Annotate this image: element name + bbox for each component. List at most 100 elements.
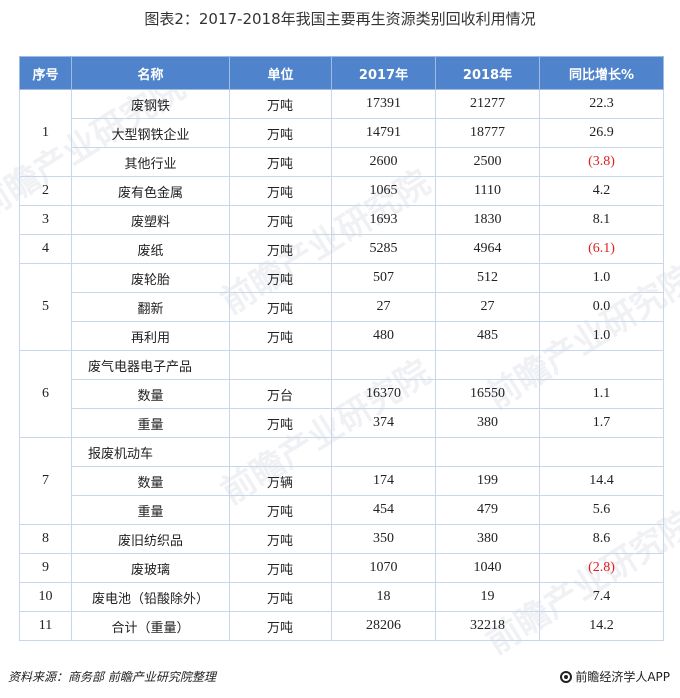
value-2018: 485: [435, 321, 540, 351]
empty-cell: [229, 350, 332, 380]
item-group-name: 报废机动车: [71, 437, 230, 467]
table-row: 大型钢铁企业 万吨 14791 18777 26.9: [20, 118, 664, 148]
table-row: 数量 万辆 174 199 14.4: [20, 466, 664, 496]
brand-logo-icon: [560, 671, 573, 683]
value-growth: 7.4: [539, 582, 664, 612]
value-2018: 199: [435, 466, 540, 496]
value-growth: 26.9: [539, 118, 664, 148]
empty-cell: [435, 350, 540, 380]
item-unit: 万吨: [229, 176, 332, 206]
table-row: 重量 万吨 374 380 1.7: [20, 408, 664, 438]
brand-label: 前瞻经济学人APP: [560, 667, 670, 687]
value-2018: 512: [435, 263, 540, 293]
row-number: 1: [19, 89, 72, 177]
empty-cell: [331, 437, 436, 467]
table-row-total: 11 合计（重量） 万吨 28206 32218 14.2: [19, 611, 664, 641]
item-name: 重量: [71, 495, 230, 525]
value-2017: 28206: [331, 611, 436, 641]
row-number: 2: [19, 176, 72, 206]
row-number: 5: [19, 263, 72, 351]
table-row: 9 废玻璃 万吨 1070 1040 (2.8): [19, 553, 664, 583]
value-growth: 1.0: [539, 321, 664, 351]
item-name: 废纸: [71, 234, 230, 264]
value-growth: 14.4: [539, 466, 664, 496]
value-growth-negative: (3.8): [539, 147, 664, 177]
item-unit: 万吨: [229, 292, 332, 322]
table-row: 5 废轮胎 万吨 507 512 1.0: [19, 263, 664, 351]
value-2017: 480: [331, 321, 436, 351]
row-number: 10: [19, 582, 72, 612]
item-name: 废有色金属: [71, 176, 230, 206]
value-2017: 1070: [331, 553, 436, 583]
item-unit: 万吨: [229, 495, 332, 525]
value-growth: 4.2: [539, 176, 664, 206]
value-2018: 380: [435, 408, 540, 438]
source-note: 资料来源：商务部 前瞻产业研究院整理: [8, 670, 216, 684]
row-number: 9: [19, 553, 72, 583]
empty-cell: [331, 350, 436, 380]
value-2017: 5285: [331, 234, 436, 264]
item-unit: 万吨: [229, 205, 332, 235]
value-2017: 2600: [331, 147, 436, 177]
value-2017: 17391: [331, 89, 436, 119]
header-2017: 2017年: [331, 56, 436, 90]
item-name: 大型钢铁企业: [71, 118, 230, 148]
item-name: 重量: [71, 408, 230, 438]
row-number: 6: [19, 350, 72, 438]
item-name: 废钢铁: [71, 89, 230, 119]
item-unit: 万台: [229, 379, 332, 409]
table-row: 翻新 万吨 27 27 0.0: [20, 292, 664, 322]
value-2018: 18777: [435, 118, 540, 148]
item-unit: 万吨: [229, 263, 332, 293]
item-name: 其他行业: [71, 147, 230, 177]
item-unit: 万吨: [229, 147, 332, 177]
value-growth: 0.0: [539, 292, 664, 322]
value-2018: 1110: [435, 176, 540, 206]
item-name: 废轮胎: [71, 263, 230, 293]
header-name: 名称: [71, 56, 230, 90]
value-growth: 8.1: [539, 205, 664, 235]
table-row: 10 废电池（铅酸除外） 万吨 18 19 7.4: [19, 582, 664, 612]
recycling-table: 序号 名称 单位 2017年 2018年 同比增长% 1 废钢铁 万吨 1739…: [19, 56, 664, 641]
brand-text: 前瞻经济学人APP: [575, 670, 670, 684]
item-group-name: 废气电器电子产品: [71, 350, 230, 380]
item-unit: 万吨: [229, 611, 332, 641]
value-2017: 454: [331, 495, 436, 525]
value-2018: 1830: [435, 205, 540, 235]
table-row: 8 废旧纺织品 万吨 350 380 8.6: [19, 524, 664, 554]
value-2017: 14791: [331, 118, 436, 148]
value-growth-negative: (2.8): [539, 553, 664, 583]
item-unit: 万吨: [229, 408, 332, 438]
empty-cell: [539, 350, 664, 380]
value-2018: 27: [435, 292, 540, 322]
item-name: 废塑料: [71, 205, 230, 235]
item-name: 合计（重量）: [71, 611, 230, 641]
item-unit: 万吨: [229, 89, 332, 119]
value-2017: 507: [331, 263, 436, 293]
table-row: 再利用 万吨 480 485 1.0: [20, 321, 664, 351]
chart-title: 图表2：2017-2018年我国主要再生资源类别回收利用情况: [144, 10, 536, 28]
table-row: 7 报废机动车: [19, 437, 664, 525]
value-growth: 5.6: [539, 495, 664, 525]
item-name: 废玻璃: [71, 553, 230, 583]
value-2018: 1040: [435, 553, 540, 583]
value-2018: 21277: [435, 89, 540, 119]
value-2018: 2500: [435, 147, 540, 177]
item-name: 数量: [71, 466, 230, 496]
value-growth: 1.1: [539, 379, 664, 409]
table-row: 重量 万吨 454 479 5.6: [20, 495, 664, 525]
value-2018: 32218: [435, 611, 540, 641]
value-growth: 1.0: [539, 263, 664, 293]
value-2017: 27: [331, 292, 436, 322]
value-2017: 350: [331, 524, 436, 554]
item-unit: 万吨: [229, 234, 332, 264]
table-row: 4 废纸 万吨 5285 4964 (6.1): [19, 234, 664, 264]
header-unit: 单位: [229, 56, 332, 90]
table-row: 3 废塑料 万吨 1693 1830 8.1: [19, 205, 664, 235]
item-unit: 万吨: [229, 553, 332, 583]
item-unit: 万吨: [229, 321, 332, 351]
item-name: 数量: [71, 379, 230, 409]
item-unit: 万吨: [229, 524, 332, 554]
value-2018: 479: [435, 495, 540, 525]
item-unit: 万辆: [229, 466, 332, 496]
